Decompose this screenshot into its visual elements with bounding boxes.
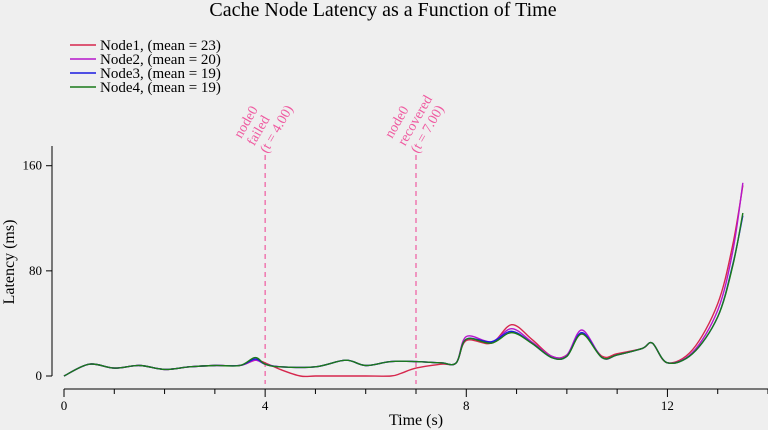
legend-label: Node3, (mean = 19) — [100, 66, 221, 82]
x-tick-label: 8 — [463, 398, 470, 413]
x-tick-label: 4 — [262, 398, 269, 413]
x-axis-label: Time (s) — [389, 412, 443, 429]
legend-label: Node2, (mean = 20) — [100, 52, 221, 68]
series-line-2 — [63, 182, 744, 377]
y-tick-label: 80 — [29, 263, 42, 278]
y-axis-label: Latency (ms) — [1, 220, 18, 305]
x-tick-label: 12 — [661, 398, 674, 413]
y-tick-label: 0 — [36, 368, 43, 383]
y-tick-label: 160 — [23, 158, 43, 173]
chart-title: Cache Node Latency as a Function of Time — [209, 0, 556, 21]
series-line-1 — [63, 185, 744, 378]
legend: Node1, (mean = 23)Node2, (mean = 20)Node… — [70, 38, 221, 96]
series-line-3 — [63, 215, 744, 377]
x-tick-label: 0 — [61, 398, 68, 413]
series-line-4 — [63, 212, 744, 377]
legend-label: Node4, (mean = 19) — [100, 80, 221, 96]
legend-label: Node1, (mean = 23) — [100, 38, 221, 54]
